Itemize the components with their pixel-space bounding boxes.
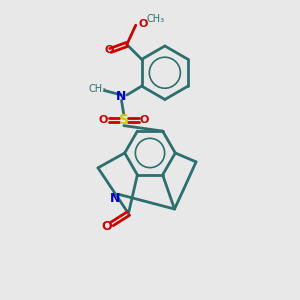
- Text: O: O: [139, 19, 148, 29]
- Text: O: O: [98, 115, 108, 125]
- Text: S: S: [119, 113, 129, 127]
- Text: O: O: [140, 115, 149, 125]
- Text: N: N: [116, 90, 127, 103]
- Text: CH₃: CH₃: [146, 14, 164, 24]
- Text: O: O: [101, 220, 112, 233]
- Text: O: O: [104, 45, 114, 56]
- Text: CH₃: CH₃: [88, 84, 106, 94]
- Text: N: N: [110, 191, 120, 205]
